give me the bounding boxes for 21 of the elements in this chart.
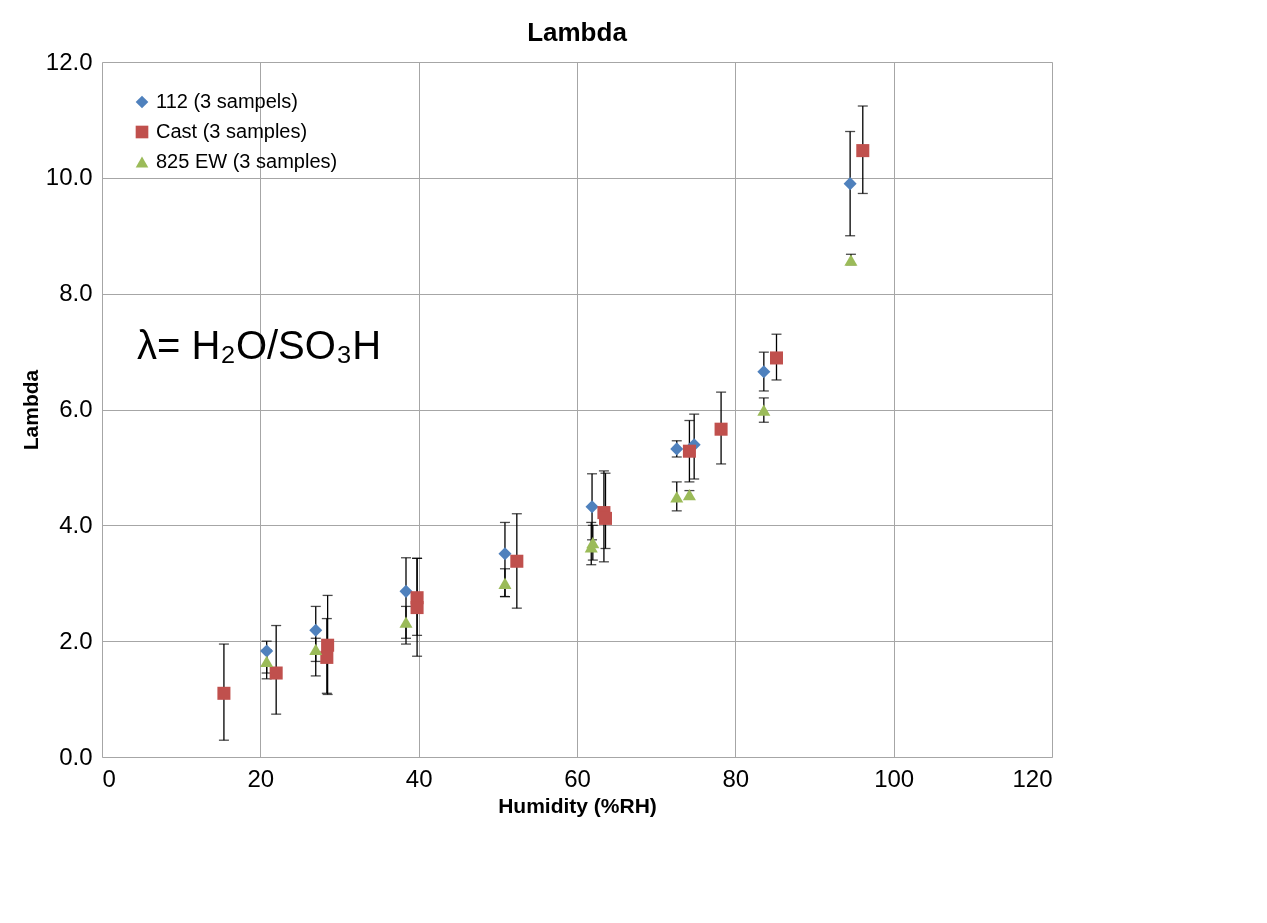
legend-label: 112 (3 sampels) [156, 90, 298, 112]
y-tick-label: 10.0 [45, 163, 93, 191]
x-tick-label: 100 [874, 764, 915, 792]
x-tick-label: 0 [102, 764, 116, 792]
y-tick-label: 12.0 [45, 47, 93, 75]
y-tick-label: 2.0 [59, 626, 93, 654]
annotation: λ= H₂O/SO₃H [137, 323, 382, 367]
y-tick-label: 8.0 [59, 279, 93, 307]
legend-label: 825 EW (3 samples) [156, 150, 338, 172]
x-tick-label: 20 [247, 764, 275, 792]
y-tick-label: 0.0 [59, 742, 93, 770]
y-tick-label: 4.0 [59, 510, 93, 538]
x-tick-label: 80 [722, 764, 750, 792]
x-tick-label: 120 [1012, 764, 1053, 792]
chart-title: Lambda [527, 17, 628, 47]
y-axis-title: Lambda [18, 369, 42, 451]
y-tick-label: 6.0 [59, 395, 93, 422]
x-tick-label: 40 [405, 764, 433, 792]
x-tick-label: 60 [564, 764, 591, 792]
legend-label: Cast (3 samples) [156, 120, 308, 142]
x-axis-title: Humidity (%RH) [498, 793, 657, 817]
